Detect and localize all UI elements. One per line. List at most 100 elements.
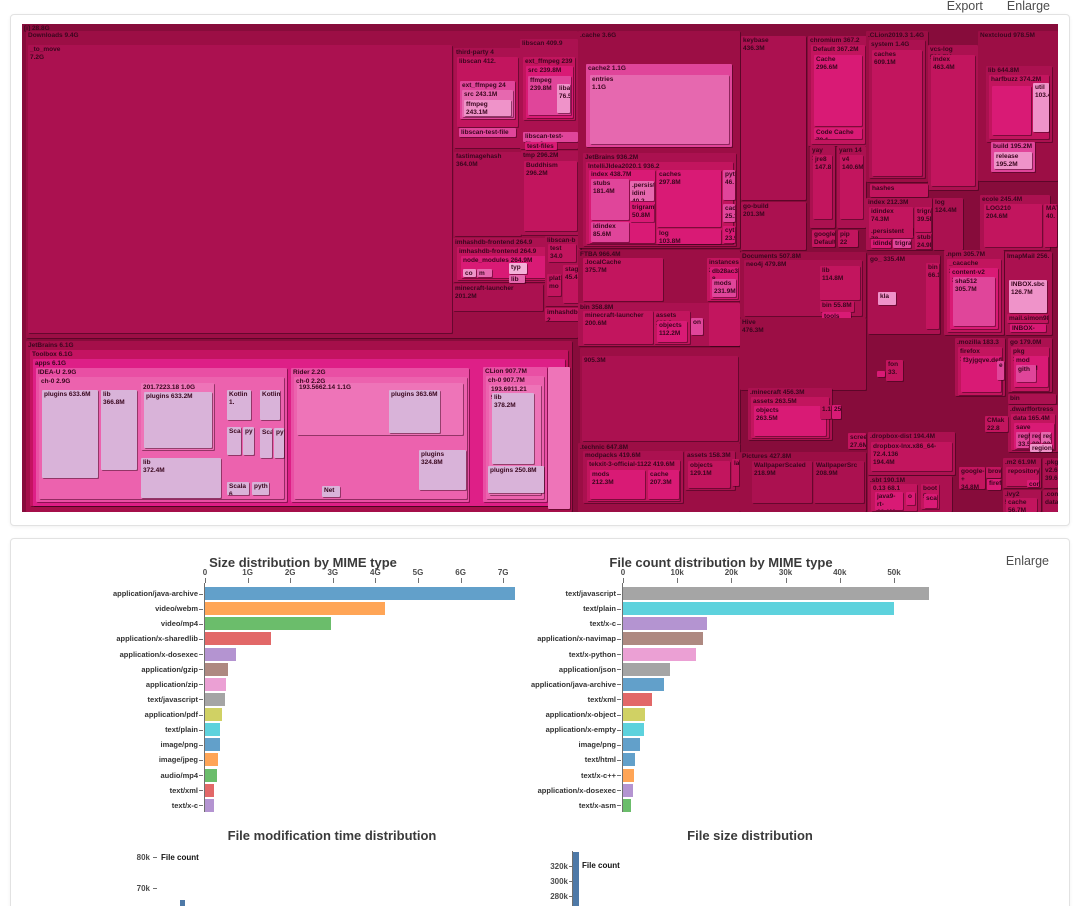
enlarge-charts-button[interactable]: Enlarge xyxy=(1005,554,1049,568)
treemap-node-136[interactable]: gith xyxy=(1016,365,1036,382)
treemap-node-131[interactable]: f3yjgqve.defau xyxy=(961,356,1001,392)
treemap-node-87[interactable]: objects 263.5M xyxy=(754,406,826,436)
treemap-node-73[interactable]: jre8 147.8 xyxy=(813,155,832,219)
treemap-node-1[interactable]: _to_move 7.2G xyxy=(28,45,452,333)
treemap-node-96[interactable]: kla xyxy=(878,292,896,305)
treemap-node-84[interactable]: Hive 476.3M xyxy=(740,318,866,390)
treemap-node-177[interactable]: Kotlin xyxy=(260,390,280,420)
treemap-node-102[interactable]: hashes xyxy=(870,184,928,197)
treemap-node-165[interactable]: .cons data xyxy=(1043,490,1058,512)
treemap-node-179[interactable]: py xyxy=(243,427,254,455)
treemap-node-92[interactable]: WallpaperScaled 218.9M xyxy=(752,461,812,503)
treemap-node-149[interactable]: dropbox-lnx.x86_64-72.4.136 194.4M xyxy=(871,442,952,471)
treemap-node-107[interactable]: idindex xyxy=(871,239,891,248)
treemap-node-95[interactable]: bin 66.1 xyxy=(926,263,939,329)
treemap-node-70[interactable]: Cache 296.6M xyxy=(814,55,862,126)
treemap-node-56[interactable] xyxy=(709,303,740,346)
treemap-node-40[interactable]: idindex 85.6M xyxy=(591,222,629,242)
treemap-node-108[interactable]: trigra xyxy=(893,239,911,248)
treemap-node-43[interactable]: pyt 46. xyxy=(723,170,735,200)
treemap-node-75[interactable]: v4 140.6M xyxy=(840,155,863,219)
treemap-node-172[interactable]: lib 366.8M xyxy=(101,390,137,470)
treemap-node-182[interactable]: Scala 6 xyxy=(227,482,249,495)
treemap-node-112[interactable]: LOG210 204.6M xyxy=(984,204,1042,247)
treemap-node-39[interactable]: trigram.i 50.8M xyxy=(630,203,654,222)
treemap-node-153[interactable]: o xyxy=(906,492,915,505)
treemap-node-83[interactable]: tools xyxy=(822,312,851,319)
treemap-node-65[interactable]: objects 129.1M xyxy=(688,461,730,488)
treemap-node-110[interactable]: log 124.4M xyxy=(933,198,963,250)
treemap-node-126[interactable]: util 103.4 xyxy=(1033,83,1049,132)
treemap-node-157[interactable]: brow xyxy=(986,467,1001,478)
treemap-node-78[interactable]: go-build 201.3M xyxy=(741,202,806,250)
treemap-node-178[interactable]: Scal xyxy=(227,427,241,455)
treemap-node-76[interactable]: google- Default xyxy=(812,230,835,247)
treemap-node-117[interactable]: sha512 305.7M xyxy=(953,277,995,326)
treemap-node-8[interactable]: fastimagehash 364.0M xyxy=(454,152,521,236)
treemap-node-147[interactable]: CMak 22.8 xyxy=(985,416,1008,432)
treemap-node-41[interactable]: caches 297.8M xyxy=(657,170,721,227)
treemap-node-67[interactable]: keybase 436.3M xyxy=(741,36,806,200)
treemap-node-106[interactable]: .persistent 73. xyxy=(869,227,913,238)
treemap-node-132[interactable]: e xyxy=(997,361,1004,380)
treemap-node-155[interactable]: scala- xyxy=(924,494,937,508)
treemap-node-163[interactable]: cache 56.7M xyxy=(1006,498,1037,512)
treemap-node-12[interactable]: co xyxy=(463,269,476,277)
treemap-node-52[interactable]: minecraft-launcher 200.6M xyxy=(583,311,653,344)
treemap-node-37[interactable]: stubs 181.4M xyxy=(591,179,629,220)
treemap-node-13[interactable]: m xyxy=(477,269,492,277)
treemap-node-93[interactable]: WallpaperSrc 208.9M xyxy=(814,461,864,503)
enlarge-treemap-button[interactable]: Enlarge xyxy=(1006,0,1050,13)
treemap-node-16[interactable]: minecraft-launcher 201.2M xyxy=(453,284,543,311)
treemap-node-58[interactable]: 905.3M xyxy=(582,356,738,441)
treemap-node-30[interactable]: plat mo xyxy=(547,274,561,296)
treemap-node-22[interactable]: libav 76.5 xyxy=(557,84,570,113)
treemap-node-28[interactable]: test 34.0 xyxy=(548,244,576,262)
treemap-node-42[interactable]: log 103.8M xyxy=(657,229,721,244)
treemap-node-105[interactable]: trigram 39.5M xyxy=(915,207,931,232)
treemap-node-26[interactable]: Buddhism 296.2M xyxy=(524,161,577,231)
treemap-node-113[interactable]: MAT 40. xyxy=(1044,204,1057,247)
treemap-node-14[interactable]: typ xyxy=(509,263,527,274)
treemap-node-181[interactable]: py xyxy=(274,428,284,458)
treemap-node-6[interactable]: ffmpeg 243.1M xyxy=(464,100,511,116)
treemap-node-17[interactable]: imhashdb 2 xyxy=(545,308,581,321)
treemap-node-183[interactable]: pyth xyxy=(252,482,269,495)
treemap-node-121[interactable]: INBOX-1.sbd xyxy=(1010,324,1046,332)
treemap-node-90[interactable]: screen 27.6M xyxy=(848,433,866,449)
treemap-node-143[interactable]: reg 32. xyxy=(1041,432,1051,443)
treemap-node-47[interactable]: .localCache 375.7M xyxy=(583,258,663,301)
treemap-node-128[interactable]: release 195.2M xyxy=(994,152,1032,169)
treemap-node-137[interactable]: bin xyxy=(1008,394,1056,404)
treemap-node-44[interactable]: cach 25.1 xyxy=(723,204,735,222)
treemap-node-88[interactable]: 1.1 xyxy=(820,405,831,419)
treemap-node-161[interactable]: con xyxy=(1027,480,1039,487)
treemap-node-175[interactable]: lib 372.4M xyxy=(141,458,221,498)
treemap-node-109[interactable]: stubs 24.9M xyxy=(915,233,931,249)
treemap-node-158[interactable]: firef xyxy=(987,479,1001,490)
treemap-node-89[interactable]: 25 xyxy=(832,405,841,419)
treemap-node-81[interactable]: lib 114.8M xyxy=(820,266,860,300)
treemap-node-120[interactable]: mail.simon98 xyxy=(1007,314,1048,323)
treemap-node-101[interactable]: index 463.4M xyxy=(931,55,975,186)
treemap-node-99[interactable]: caches 609.1M xyxy=(872,50,922,176)
treemap-node-146[interactable] xyxy=(877,371,885,377)
treemap-node-7[interactable]: libscan-test-file xyxy=(459,128,516,137)
treemap-node-176[interactable]: Kotlin 1. xyxy=(227,390,251,420)
treemap-node-188[interactable]: plugins 324.8M xyxy=(419,450,466,490)
treemap-node-152[interactable]: java9-rt- 68.1M xyxy=(875,492,903,510)
treemap-node-195[interactable] xyxy=(548,367,570,509)
treemap-node-164[interactable]: .pkg v2.6 39.6 xyxy=(1043,458,1058,488)
treemap-node-15[interactable]: lib xyxy=(509,275,525,283)
treemap-node-66[interactable]: lau xyxy=(732,459,739,486)
treemap-node-156[interactable]: google-+ 34.8M xyxy=(959,467,985,489)
treemap-node-50[interactable]: mods 231.9M xyxy=(712,279,736,297)
treemap-node-23[interactable]: libscan-test-files 6 xyxy=(523,132,578,142)
treemap-node-63[interactable]: cache 207.3M xyxy=(648,470,679,499)
treemap[interactable]: [i] 28.8G Downloads 9.4G _to_move 7.2G thi… xyxy=(22,24,1058,512)
treemap-node-33[interactable]: entries 1.1G xyxy=(590,75,729,144)
treemap-node-62[interactable]: mods 212.3M xyxy=(590,470,645,499)
treemap-node-180[interactable]: Sca xyxy=(260,428,272,458)
treemap-node-144[interactable]: region2 xyxy=(1030,444,1052,452)
treemap-node-187[interactable]: plugins 363.6M xyxy=(389,390,440,433)
